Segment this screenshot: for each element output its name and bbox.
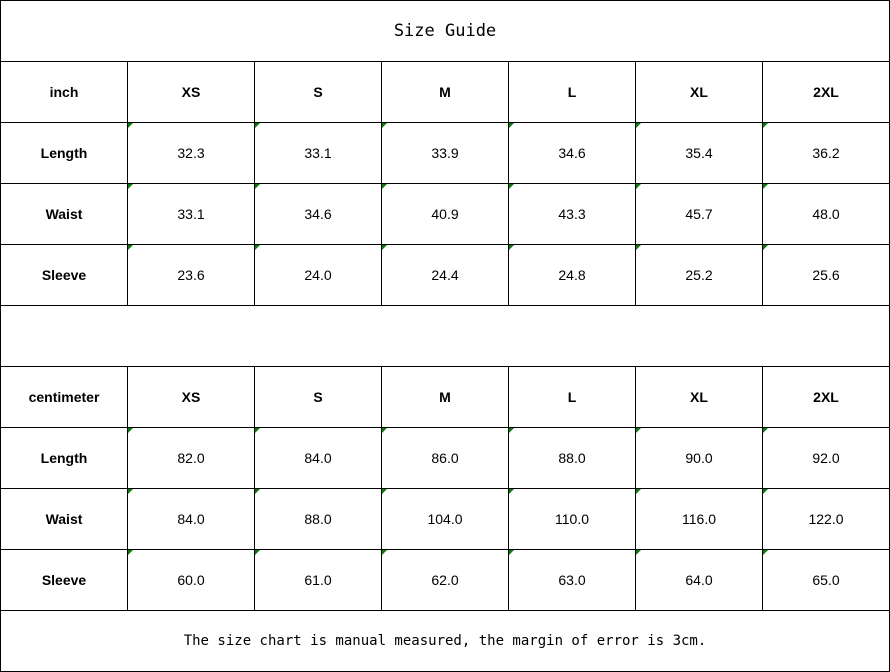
measurement-value: 24.4 bbox=[381, 244, 509, 306]
size-header: XL bbox=[635, 366, 763, 428]
measurement-value: 64.0 bbox=[635, 549, 763, 611]
measurement-label: Waist bbox=[0, 183, 128, 245]
measurement-value: 62.0 bbox=[381, 549, 509, 611]
measurement-label: Waist bbox=[0, 488, 128, 550]
measurement-value: 25.6 bbox=[762, 244, 890, 306]
measurement-value: 33.9 bbox=[381, 122, 509, 184]
centimeter-header-row: centimeter XS S M L XL 2XL bbox=[0, 366, 890, 428]
measurement-value: 35.4 bbox=[635, 122, 763, 184]
measurement-value: 34.6 bbox=[254, 183, 382, 245]
title-row: Size Guide bbox=[0, 0, 890, 62]
size-header: M bbox=[381, 61, 509, 123]
size-header: 2XL bbox=[762, 366, 890, 428]
measurement-value: 40.9 bbox=[381, 183, 509, 245]
unit-label: centimeter bbox=[0, 366, 128, 428]
table-row: Length 32.3 33.1 33.9 34.6 35.4 36.2 bbox=[0, 122, 890, 184]
size-header: M bbox=[381, 366, 509, 428]
measurement-value: 36.2 bbox=[762, 122, 890, 184]
size-header: S bbox=[254, 366, 382, 428]
size-header: S bbox=[254, 61, 382, 123]
measurement-label: Length bbox=[0, 427, 128, 489]
measurement-value: 86.0 bbox=[381, 427, 509, 489]
table-row: Waist 84.0 88.0 104.0 110.0 116.0 122.0 bbox=[0, 488, 890, 550]
size-header: XS bbox=[127, 61, 255, 123]
measurement-label: Sleeve bbox=[0, 549, 128, 611]
measurement-value: 60.0 bbox=[127, 549, 255, 611]
measurement-value: 34.6 bbox=[508, 122, 636, 184]
measurement-value: 88.0 bbox=[508, 427, 636, 489]
unit-label: inch bbox=[0, 61, 128, 123]
measurement-value: 84.0 bbox=[254, 427, 382, 489]
measurement-value: 90.0 bbox=[635, 427, 763, 489]
table-row: Waist 33.1 34.6 40.9 43.3 45.7 48.0 bbox=[0, 183, 890, 245]
measurement-value: 116.0 bbox=[635, 488, 763, 550]
page-title: Size Guide bbox=[0, 0, 890, 62]
measurement-value: 63.0 bbox=[508, 549, 636, 611]
spacer-row bbox=[0, 305, 890, 367]
measurement-value: 24.8 bbox=[508, 244, 636, 306]
measurement-value: 104.0 bbox=[381, 488, 509, 550]
empty-cell bbox=[0, 305, 890, 367]
measurement-label: Sleeve bbox=[0, 244, 128, 306]
measurement-value: 24.0 bbox=[254, 244, 382, 306]
measurement-value: 23.6 bbox=[127, 244, 255, 306]
size-header: 2XL bbox=[762, 61, 890, 123]
measurement-value: 45.7 bbox=[635, 183, 763, 245]
measurement-value: 25.2 bbox=[635, 244, 763, 306]
measurement-value: 32.3 bbox=[127, 122, 255, 184]
measurement-label: Length bbox=[0, 122, 128, 184]
measurement-value: 48.0 bbox=[762, 183, 890, 245]
measurement-value: 122.0 bbox=[762, 488, 890, 550]
size-header: L bbox=[508, 366, 636, 428]
measurement-value: 88.0 bbox=[254, 488, 382, 550]
table-row: Sleeve 23.6 24.0 24.4 24.8 25.2 25.6 bbox=[0, 244, 890, 306]
size-header: L bbox=[508, 61, 636, 123]
measurement-value: 92.0 bbox=[762, 427, 890, 489]
table-row: Sleeve 60.0 61.0 62.0 63.0 64.0 65.0 bbox=[0, 549, 890, 611]
measurement-value: 33.1 bbox=[254, 122, 382, 184]
measurement-value: 65.0 bbox=[762, 549, 890, 611]
measurement-value: 61.0 bbox=[254, 549, 382, 611]
measurement-value: 43.3 bbox=[508, 183, 636, 245]
measurement-value: 82.0 bbox=[127, 427, 255, 489]
inch-header-row: inch XS S M L XL 2XL bbox=[0, 61, 890, 123]
table-row: Length 82.0 84.0 86.0 88.0 90.0 92.0 bbox=[0, 427, 890, 489]
size-header: XS bbox=[127, 366, 255, 428]
measurement-value: 33.1 bbox=[127, 183, 255, 245]
measurement-note: The size chart is manual measured, the m… bbox=[0, 610, 890, 672]
measurement-value: 84.0 bbox=[127, 488, 255, 550]
size-header: XL bbox=[635, 61, 763, 123]
note-row: The size chart is manual measured, the m… bbox=[0, 610, 890, 672]
measurement-value: 110.0 bbox=[508, 488, 636, 550]
